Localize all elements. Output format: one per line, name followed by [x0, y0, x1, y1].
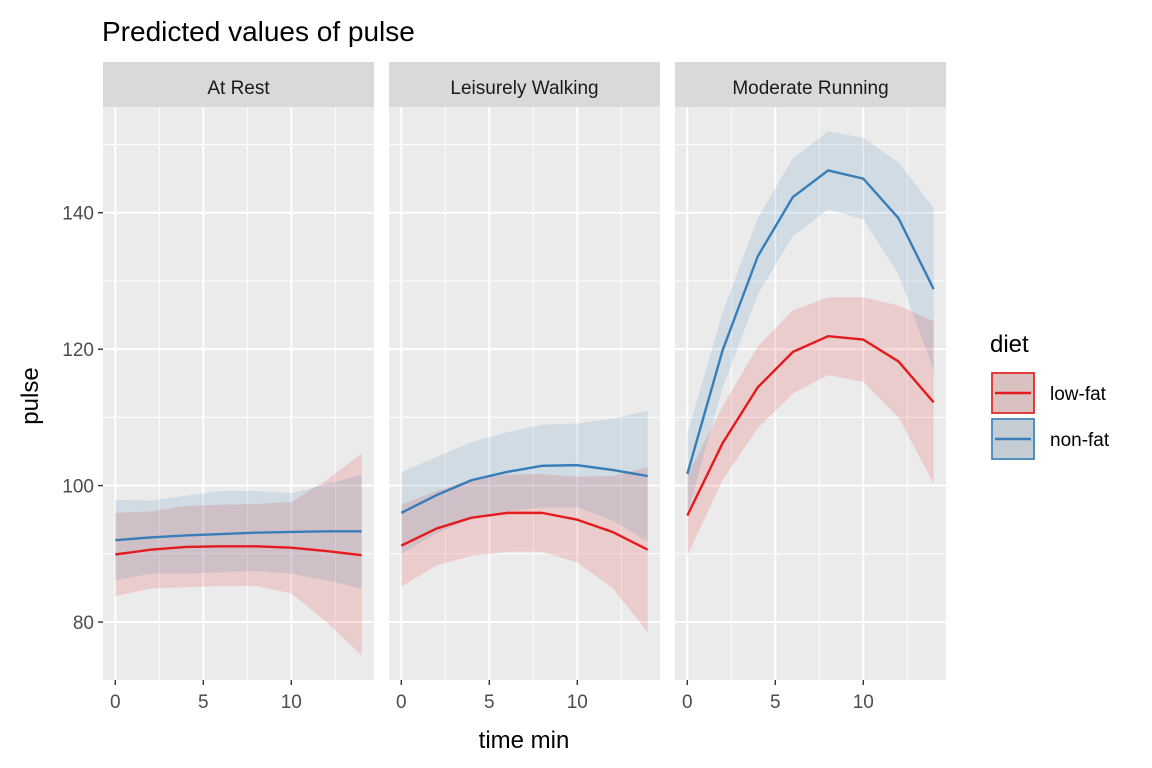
- x-tick-label: 10: [281, 692, 302, 713]
- confidence-band-non-fat: [115, 474, 362, 589]
- legend-title: diet: [990, 331, 1029, 358]
- x-axis-title: time min: [479, 727, 570, 754]
- facet-strip: [675, 62, 946, 107]
- panel-background: [675, 107, 946, 680]
- confidence-band-non-fat: [401, 410, 648, 554]
- series-line-low-fat: [115, 545, 362, 557]
- facet-strip: [389, 62, 660, 107]
- facet-panel: Leisurely Walking: [389, 62, 660, 680]
- facet-strip-label: Moderate Running: [732, 78, 888, 99]
- facet-strip-label: Leisurely Walking: [450, 78, 598, 99]
- facet-panel: Moderate Running: [675, 62, 946, 680]
- x-tick-label: 10: [853, 692, 874, 713]
- x-tick-label: 5: [198, 692, 209, 713]
- x-tick-label: 0: [110, 692, 121, 713]
- y-axis: 80 100 120 140: [62, 204, 103, 634]
- y-tick-label: 80: [73, 613, 94, 634]
- facet-panel: At Rest: [103, 62, 374, 680]
- panel-background: [389, 107, 660, 680]
- legend-item-non-fat: non-fat: [991, 418, 1110, 460]
- x-tick-label: 0: [396, 692, 407, 713]
- facet-strip: [103, 62, 374, 107]
- y-tick-label: 140: [62, 204, 94, 225]
- y-axis-title: pulse: [17, 367, 44, 424]
- confidence-band-low-fat: [115, 453, 362, 656]
- series-line-non-fat: [400, 463, 648, 514]
- y-tick-label: 120: [62, 340, 94, 361]
- series-line-low-fat: [400, 511, 649, 551]
- facet-strip-label: At Rest: [207, 78, 270, 99]
- series-line-low-fat: [686, 335, 935, 517]
- x-tick-label: 0: [682, 692, 693, 713]
- facet-panels: At Rest Leisurely Walking Moderate Running: [103, 62, 946, 680]
- legend-label: non-fat: [1050, 430, 1110, 451]
- legend-item-low-fat: low-fat: [991, 372, 1107, 414]
- x-tick-label: 5: [770, 692, 781, 713]
- series-line-non-fat: [686, 169, 935, 475]
- legend-label: low-fat: [1050, 384, 1107, 405]
- x-tick-label: 5: [484, 692, 495, 713]
- legend: diet low-fat non-fat: [990, 331, 1110, 460]
- chart-title: Predicted values of pulse: [102, 16, 415, 47]
- y-tick-label: 100: [62, 477, 94, 498]
- series-line-non-fat: [115, 530, 362, 542]
- x-tick-label: 10: [567, 692, 588, 713]
- confidence-band-non-fat: [687, 131, 934, 515]
- panel-background: [103, 107, 374, 680]
- confidence-band-low-fat: [687, 297, 934, 556]
- x-axes: 0 5 10 0 5 10 0 5 10: [110, 680, 874, 713]
- confidence-band-low-fat: [401, 467, 648, 633]
